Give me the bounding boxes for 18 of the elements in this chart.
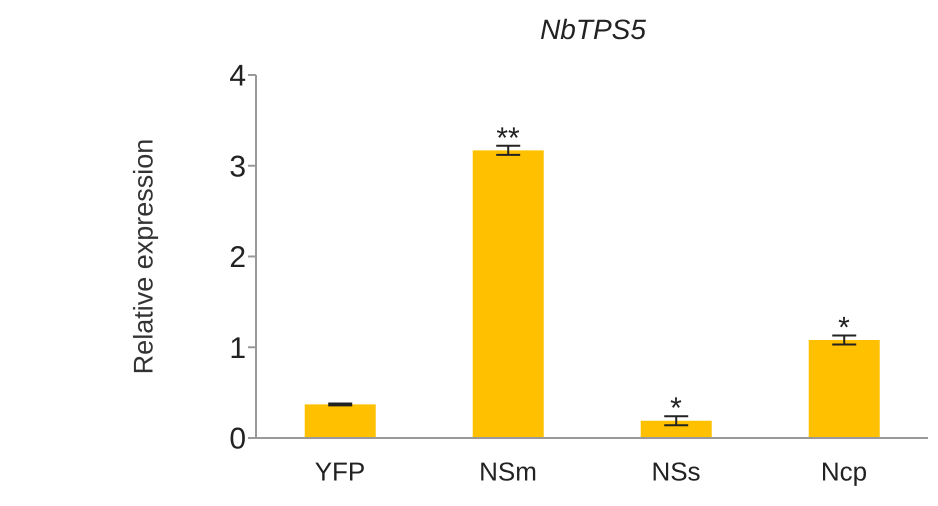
x-tick-label: NSs — [651, 456, 701, 486]
y-axis-title: Relative expression — [128, 138, 159, 374]
x-tick-label: Ncp — [820, 456, 868, 486]
y-tick-label: 4 — [229, 60, 246, 93]
y-tick-label: 2 — [229, 241, 246, 274]
y-tick-label: 1 — [229, 332, 246, 365]
x-tick-label: NSm — [479, 456, 537, 486]
annotation: ** — [496, 122, 520, 155]
y-tick-label: 3 — [229, 150, 246, 184]
bar — [640, 420, 712, 438]
bar — [304, 404, 376, 438]
annotation: * — [838, 311, 850, 344]
bar — [472, 150, 544, 438]
x-tick-label: YFP — [314, 456, 366, 486]
y-tick-label: 0 — [229, 422, 246, 456]
chart-title: NbTPS5 — [539, 14, 647, 46]
bar — [808, 340, 880, 438]
annotation: * — [670, 392, 682, 426]
